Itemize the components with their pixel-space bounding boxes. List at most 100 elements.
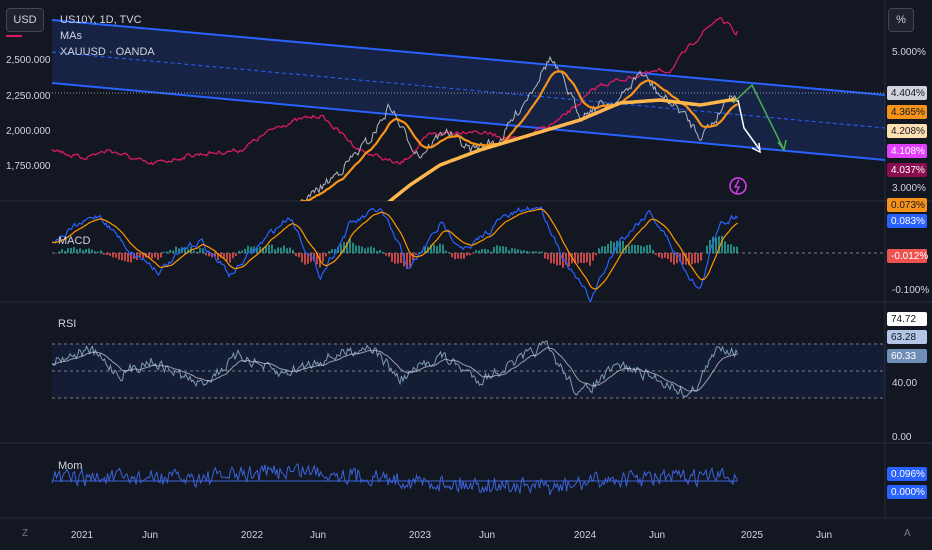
macd-histogram-bar <box>499 246 501 253</box>
macd-histogram-bar <box>328 251 330 253</box>
legend-symbol[interactable]: US10Y, 1D, TVC <box>60 14 142 26</box>
macd-histogram-bar <box>658 253 660 258</box>
macd-histogram-bar <box>592 253 594 261</box>
rsi-badge-0: 74.72 <box>891 314 916 325</box>
macd-histogram-bar <box>595 253 597 256</box>
macd-histogram-bar <box>475 250 477 253</box>
macd-histogram-bar <box>565 253 567 266</box>
macd-histogram-bar <box>622 240 624 253</box>
rsi-axis-tick-1: 0.00 <box>892 432 912 443</box>
projection-down-arrowhead <box>751 142 761 154</box>
macd-badge-1-bg <box>887 214 927 228</box>
macd-histogram-bar <box>631 244 633 253</box>
macd-histogram-bar <box>505 246 507 253</box>
macd-histogram-bar <box>355 245 357 253</box>
macd-histogram-bar <box>364 248 366 253</box>
macd-histogram-bar <box>304 253 306 265</box>
macd-histogram-bar <box>85 249 87 253</box>
macd-histogram-bar <box>568 253 570 267</box>
scale-button[interactable]: % <box>888 8 914 32</box>
macd-histogram-bar <box>559 253 561 266</box>
macd-histogram-bar <box>229 253 231 263</box>
macd-histogram-bar <box>73 246 75 253</box>
macd-badge-2: -0.012% <box>891 251 928 262</box>
macd-histogram-bar <box>694 253 696 264</box>
macd-histogram-bar <box>67 248 69 253</box>
macd-histogram-bar <box>352 242 354 253</box>
macd-histogram-bar <box>274 249 276 253</box>
macd-badge-0: 0.073% <box>891 200 925 211</box>
macd-histogram-bar <box>604 246 606 253</box>
currency-button[interactable]: USD <box>6 8 44 32</box>
rsi-ma-line <box>51 347 738 392</box>
macd-histogram-bar <box>322 253 324 262</box>
macd-histogram-bar <box>157 253 159 260</box>
macd-histogram-bar <box>241 250 243 253</box>
macd-histogram-bar <box>58 251 60 253</box>
macd-histogram-bar <box>679 253 681 262</box>
macd-histogram-bar <box>430 244 432 253</box>
mom-line <box>51 462 738 496</box>
macd-histogram-bar <box>469 253 471 256</box>
macd-histogram-bar <box>361 246 363 253</box>
macd-histogram-bar <box>268 244 270 253</box>
macd-histogram-bar <box>286 248 288 253</box>
macd-histogram-bar <box>628 245 630 253</box>
macd-histogram-bar <box>244 248 246 253</box>
rsi-axis-tick-0: 40.00 <box>892 378 917 389</box>
macd-histogram-bar <box>148 253 150 259</box>
macd-histogram-bar <box>550 253 552 264</box>
macd-histogram-bar <box>541 251 543 253</box>
macd-histogram-bar <box>97 251 99 253</box>
macd-histogram-bar <box>76 249 78 253</box>
gold-line <box>51 16 739 166</box>
main-badge-3: 4.108% <box>891 146 925 157</box>
macd-histogram-bar <box>544 253 546 259</box>
macd-histogram-bar <box>661 253 663 259</box>
mom-badge-0: 0.096% <box>891 469 925 480</box>
legend-compare[interactable]: XAUUSD · OANDA <box>60 46 155 58</box>
legend-mas[interactable]: MAs <box>60 30 82 42</box>
macd-histogram-bar <box>529 251 531 253</box>
macd-histogram-bar <box>514 248 516 253</box>
macd-histogram-bar <box>100 250 102 253</box>
channel-upper <box>51 19 886 96</box>
macd-badge-2-bg <box>887 249 927 263</box>
macd-histogram-bar <box>118 253 120 260</box>
macd-histogram-bar <box>193 250 195 253</box>
macd-histogram-bar <box>466 253 468 256</box>
macd-histogram-bar <box>721 235 723 253</box>
macd-badge-0-bg <box>887 198 927 212</box>
macd-histogram-bar <box>325 253 327 257</box>
time-axis-tick-7: Jun <box>649 530 665 541</box>
macd-histogram-bar <box>493 246 495 253</box>
macd-histogram-bar <box>205 253 207 256</box>
macd-histogram-bar <box>166 251 168 253</box>
macd-histogram-bar <box>400 253 402 264</box>
rsi-badge-2: 60.33 <box>891 351 916 362</box>
macd-histogram-bar <box>643 246 645 253</box>
main-badge-1: 4.365% <box>891 107 925 118</box>
macd-histogram-bar <box>124 253 126 262</box>
macd-histogram-bar <box>589 253 591 266</box>
zoom-button[interactable]: Z <box>22 528 29 539</box>
macd-histogram-bar <box>226 253 228 261</box>
macd-histogram-bar <box>295 253 297 257</box>
macd-histogram-bar <box>715 237 717 253</box>
macd-histogram-bar <box>316 253 318 265</box>
auto-button[interactable]: A <box>904 528 911 539</box>
macd-histogram-bar <box>142 253 144 259</box>
channel-fill <box>52 20 885 160</box>
macd-histogram-bar <box>358 245 360 253</box>
macd-histogram-bar <box>586 253 588 263</box>
macd-histogram-bar <box>169 249 171 253</box>
macd-histogram-bar <box>202 248 204 253</box>
main-badge-0: 4.404% <box>891 88 925 99</box>
macd-histogram-bar <box>70 247 72 253</box>
macd-histogram-bar <box>535 251 537 253</box>
macd-histogram-bar <box>262 247 264 253</box>
macd-histogram-bar <box>556 253 558 266</box>
macd-histogram-bar <box>517 249 519 253</box>
macd-histogram-bar <box>109 253 111 256</box>
